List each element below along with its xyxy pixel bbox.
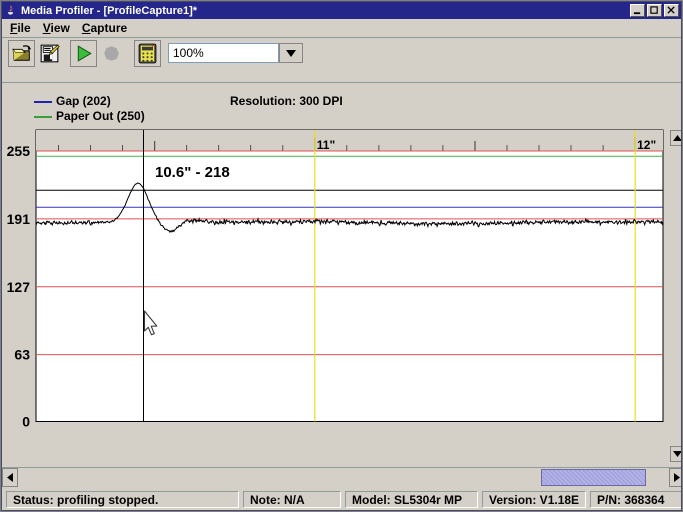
svg-text:255: 255 — [7, 143, 31, 159]
svg-text:10.6" - 218: 10.6" - 218 — [155, 164, 230, 181]
svg-text:63: 63 — [14, 347, 30, 363]
svg-text:12": 12" — [637, 138, 656, 152]
svg-text:191: 191 — [7, 211, 31, 227]
svg-text:127: 127 — [7, 279, 31, 295]
svg-text:0: 0 — [22, 414, 30, 430]
svg-text:11": 11" — [317, 138, 335, 152]
